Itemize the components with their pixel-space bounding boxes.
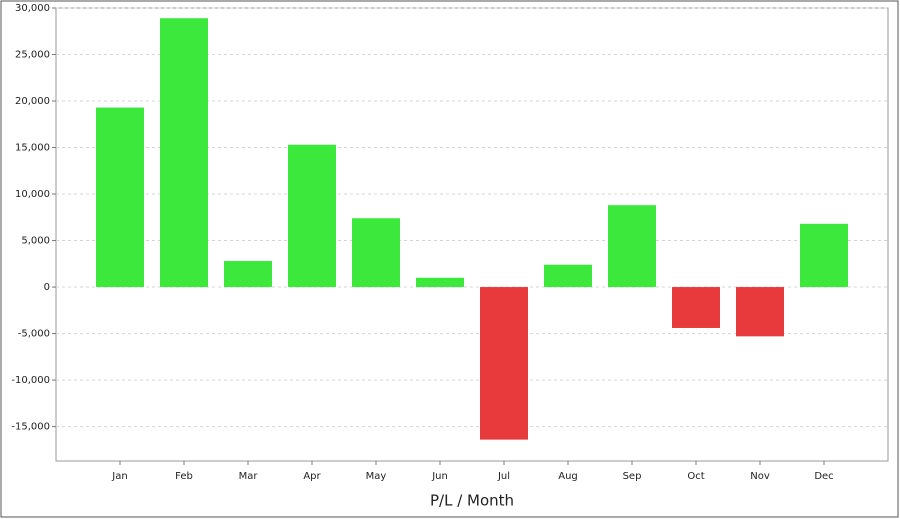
x-tick-label: Jan	[111, 471, 127, 482]
x-tick-label: Dec	[814, 471, 833, 482]
x-tick-label: Apr	[303, 471, 321, 482]
x-axis-label: P/L / Month	[430, 492, 514, 510]
x-tick-label: Jul	[497, 471, 510, 482]
y-tick-label: -10,000	[11, 375, 50, 386]
y-tick-label: -5,000	[18, 329, 50, 340]
bar	[672, 287, 720, 328]
bar	[96, 107, 144, 288]
bar	[608, 205, 656, 288]
bar	[800, 223, 848, 288]
x-tick-label: Nov	[750, 471, 770, 482]
y-tick-label: 20,000	[15, 96, 50, 107]
bar	[288, 144, 336, 288]
bar	[416, 277, 464, 288]
y-tick-label: 15,000	[15, 143, 50, 154]
y-tick-label: 10,000	[15, 189, 50, 200]
y-tick-label: 30,000	[15, 3, 50, 14]
bar	[160, 18, 208, 288]
bar	[480, 287, 528, 440]
x-tick-label: May	[366, 471, 387, 482]
x-tick-label: Oct	[687, 471, 704, 482]
x-tick-label: Jun	[431, 471, 448, 482]
bar	[224, 261, 272, 288]
x-tick-label: Feb	[175, 471, 193, 482]
y-tick-label: -15,000	[11, 422, 50, 433]
y-tick-label: 5,000	[21, 236, 50, 247]
x-tick-label: Sep	[623, 471, 642, 482]
x-tick-label: Mar	[239, 471, 259, 482]
y-tick-label: 0	[44, 282, 50, 293]
x-tick-label: Aug	[558, 471, 578, 482]
bar	[544, 264, 592, 288]
bar	[736, 287, 784, 337]
bar	[352, 218, 400, 288]
y-tick-label: 25,000	[15, 50, 50, 61]
